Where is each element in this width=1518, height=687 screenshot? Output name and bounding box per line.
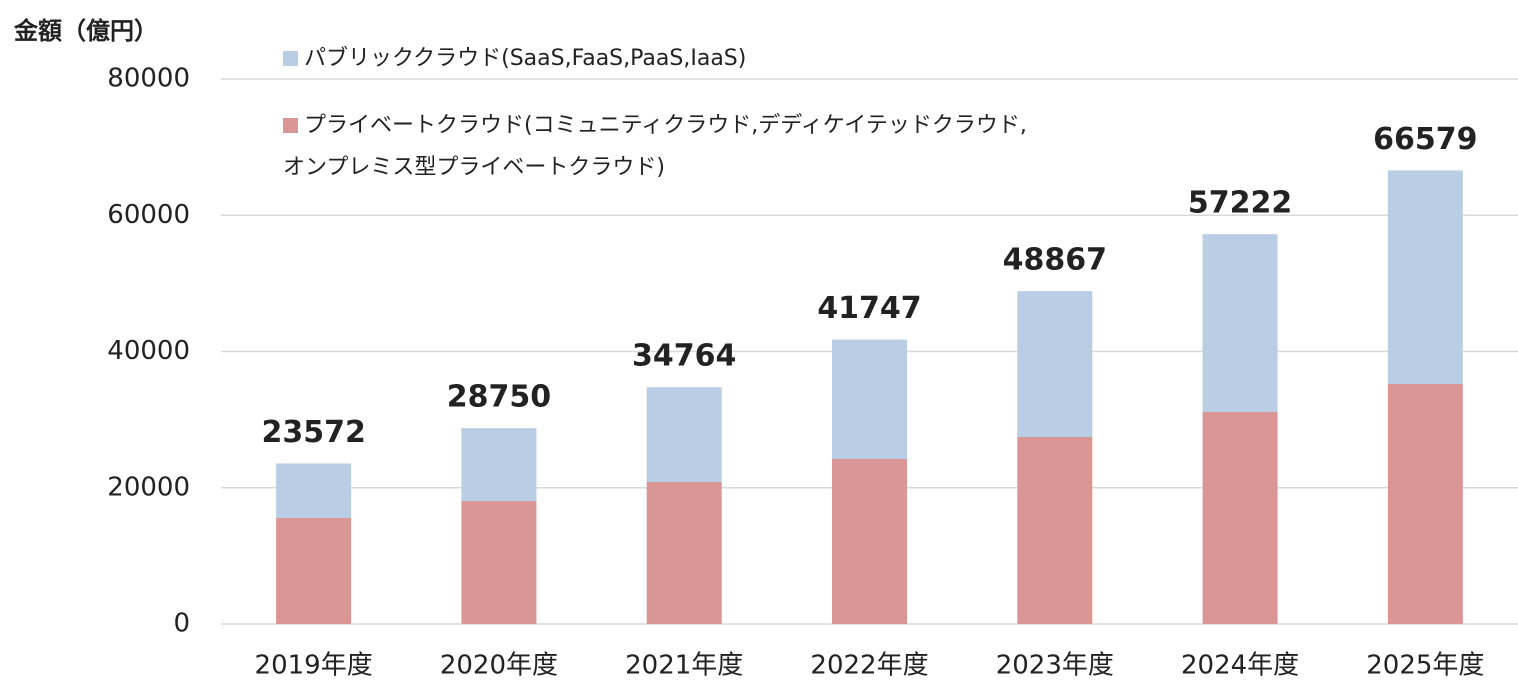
- bar-segment: [1202, 234, 1278, 412]
- legend-swatch: [283, 118, 298, 133]
- bar-segment: [832, 339, 907, 460]
- x-tick-label: 2019年度: [255, 651, 373, 681]
- bar-segment: [1017, 291, 1093, 437]
- bar-segment: [646, 387, 722, 483]
- y-tick-label: 80000: [107, 64, 190, 94]
- bar-segment: [1387, 383, 1463, 624]
- x-tick-label: 2024年度: [1181, 651, 1299, 681]
- legend-label: パブリッククラウド(SaaS,FaaS,PaaS,IaaS): [304, 46, 747, 71]
- bar-segment: [832, 459, 907, 624]
- y-axis-title: 金額（億円）: [13, 17, 158, 45]
- bar-segment: [276, 517, 352, 624]
- x-tick-label: 2025年度: [1366, 651, 1484, 681]
- bar-segment: [276, 463, 352, 518]
- total-label: 34764: [632, 339, 736, 374]
- y-tick-label: 40000: [107, 336, 190, 366]
- y-tick-label: 20000: [107, 472, 190, 502]
- legend-entry: パブリッククラウド(SaaS,FaaS,PaaS,IaaS): [283, 38, 746, 80]
- bar-segment: [461, 501, 537, 624]
- x-tick-label: 2022年度: [810, 651, 928, 681]
- bar-segment: [461, 428, 537, 502]
- y-tick-label: 60000: [107, 200, 190, 230]
- bar-segment: [1017, 436, 1093, 624]
- total-label: 23572: [261, 415, 365, 450]
- total-label: 57222: [1188, 186, 1292, 221]
- x-tick-label: 2023年度: [996, 651, 1114, 681]
- x-tick-label: 2021年度: [625, 651, 743, 681]
- x-tick-label: 2020年度: [440, 651, 558, 681]
- bar-segment: [646, 482, 722, 624]
- total-label: 28750: [447, 380, 551, 415]
- bar-segment: [1202, 411, 1278, 624]
- total-label: 41747: [817, 291, 921, 326]
- legend-entry: プライベートクラウド(コミュニティクラウド,デディケイテッドクラウド, オンプレ…: [283, 105, 1027, 189]
- total-label: 66579: [1373, 122, 1477, 157]
- total-label: 48867: [1003, 243, 1107, 278]
- y-tick-label: 0: [173, 609, 190, 639]
- legend-label: プライベートクラウド(コミュニティクラウド,デディケイテッドクラウド, オンプレ…: [283, 113, 1027, 180]
- bar-segment: [1387, 170, 1463, 384]
- legend-swatch: [283, 51, 298, 66]
